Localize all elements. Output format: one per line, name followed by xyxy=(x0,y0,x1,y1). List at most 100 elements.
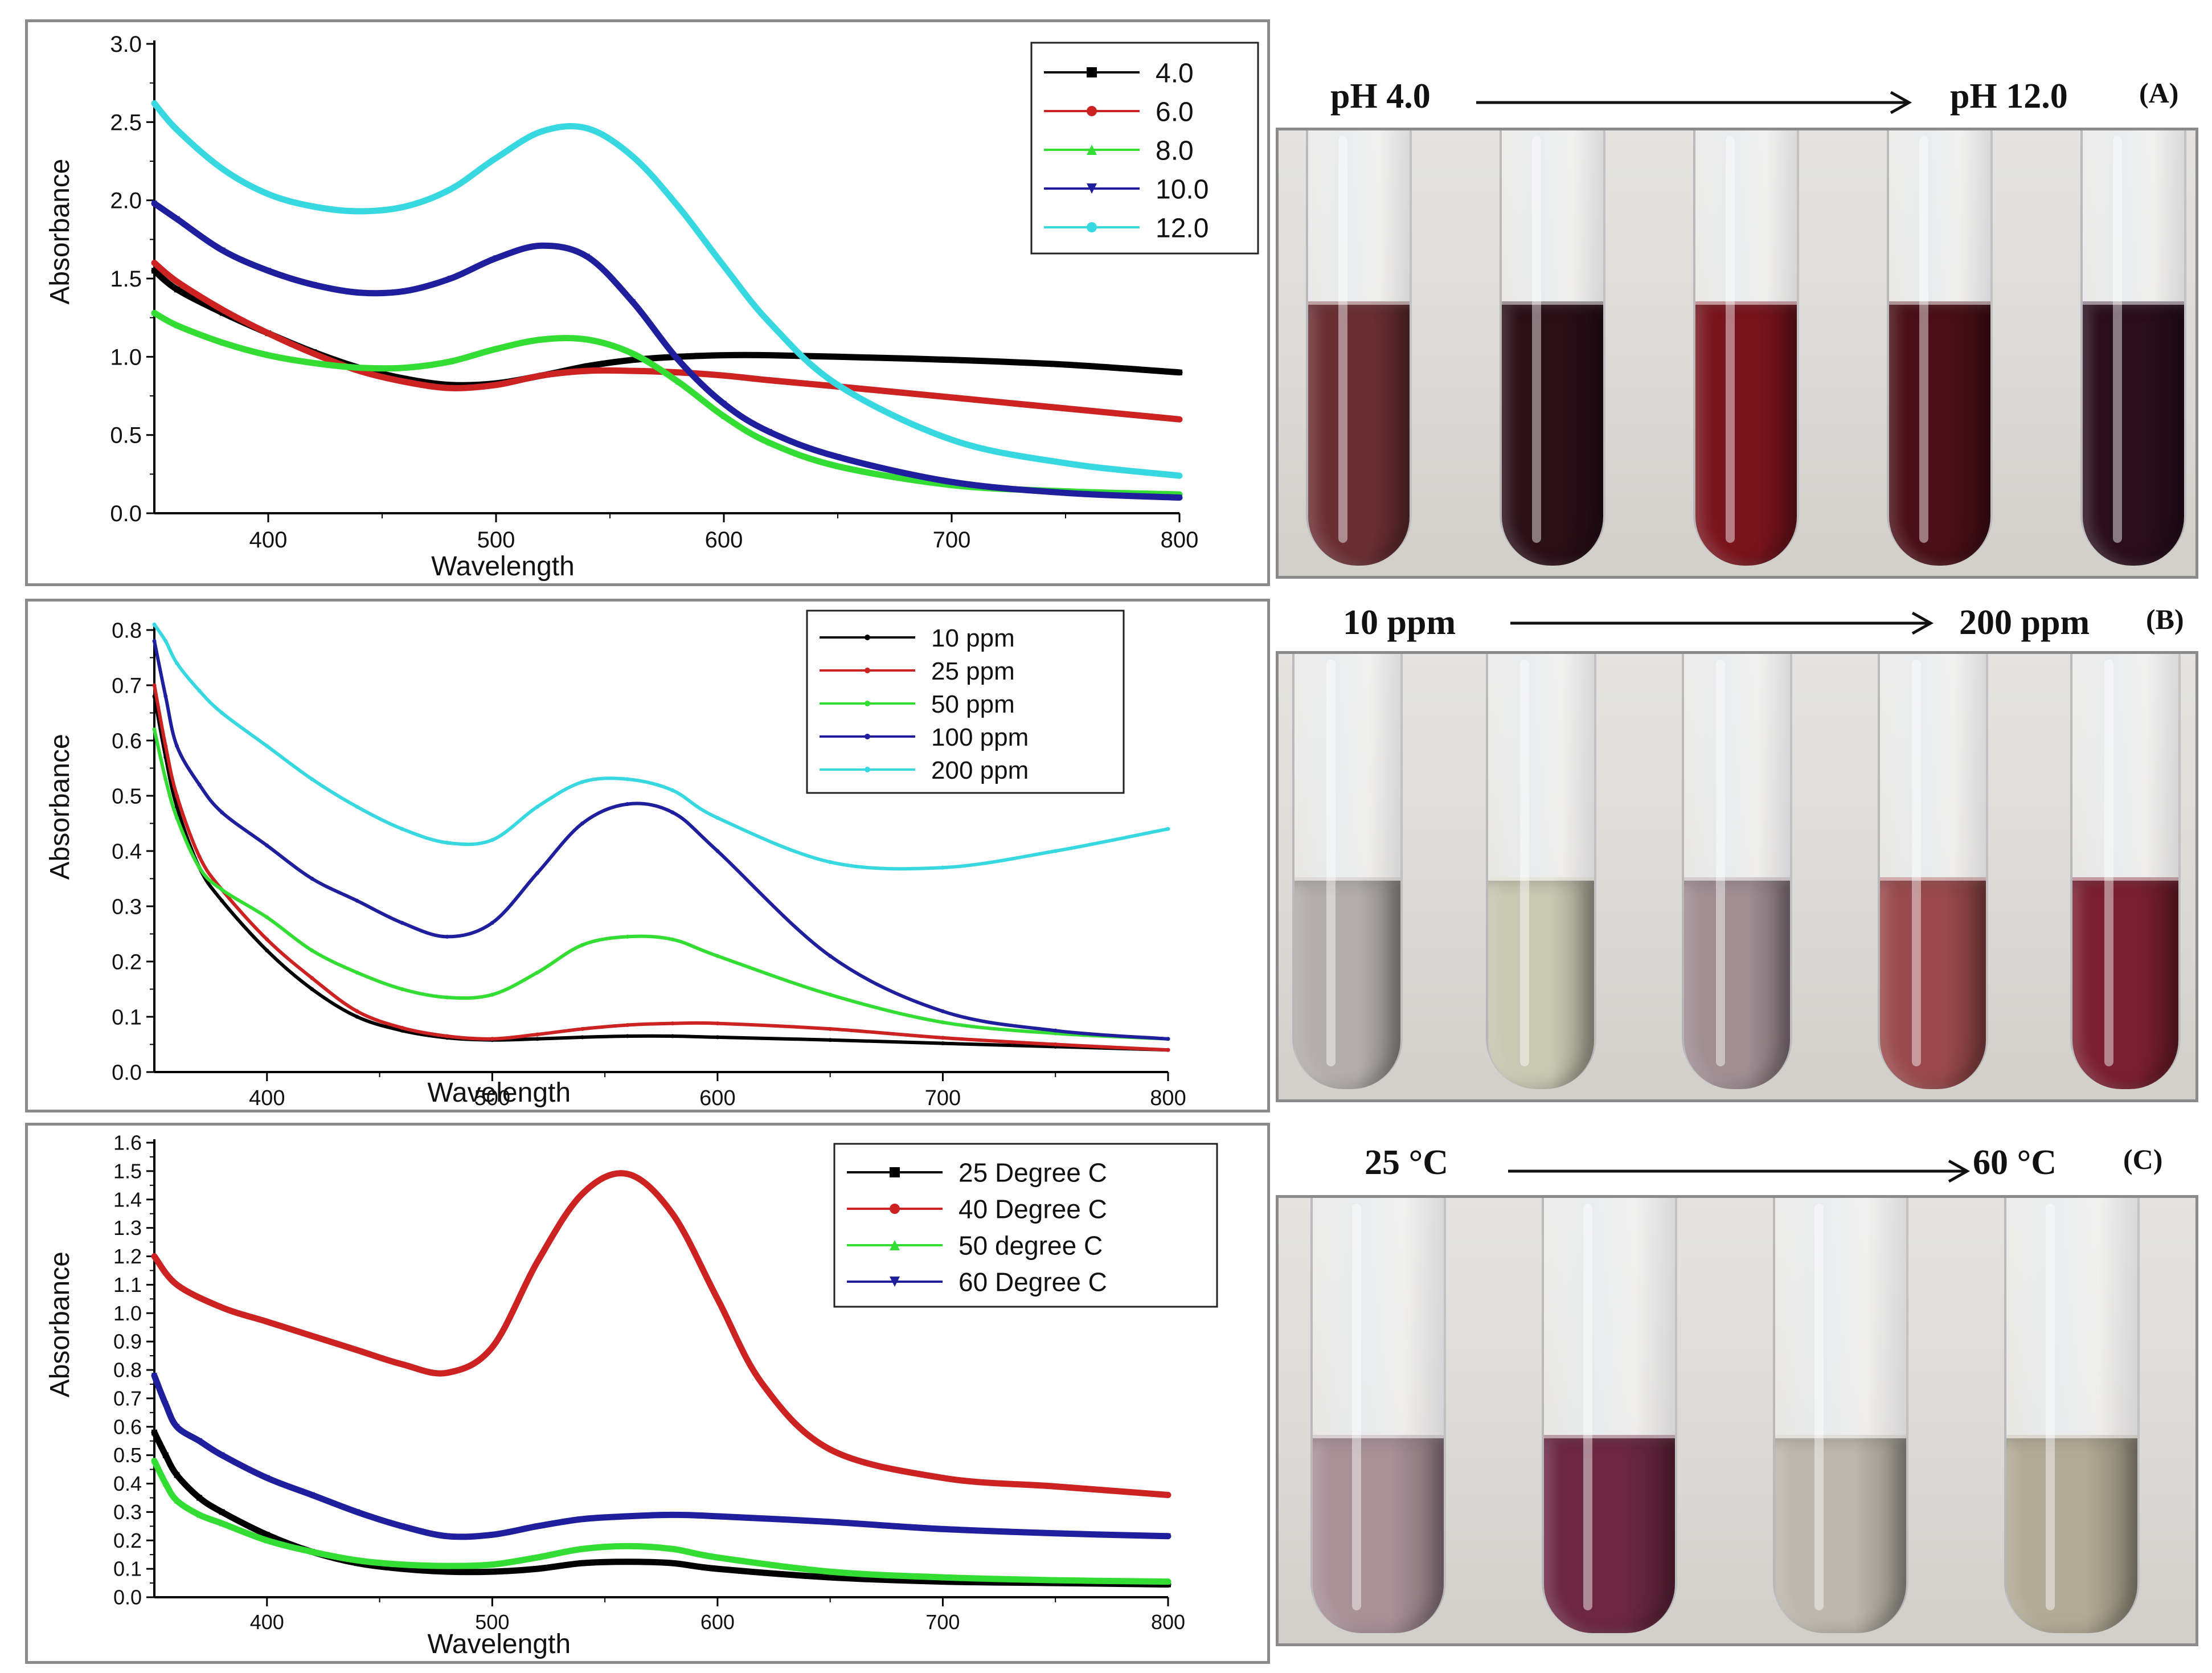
data-point xyxy=(197,865,202,870)
y-tick-label: 0.5 xyxy=(112,784,142,808)
caption-row-c: 25 °C 60 °C (C) xyxy=(1276,1129,2198,1197)
legend-label: 60 Degree C xyxy=(958,1267,1107,1297)
data-point xyxy=(489,1532,495,1538)
y-tick-label: 0.3 xyxy=(113,1500,142,1524)
legend-marker xyxy=(865,635,870,640)
data-point xyxy=(535,871,539,876)
series-line xyxy=(151,1429,1171,1588)
x-tick-label: 700 xyxy=(925,1086,961,1110)
data-point xyxy=(580,1035,585,1040)
test-tube xyxy=(1878,654,1988,1089)
data-point xyxy=(265,843,269,848)
caption-end-label: 200 ppm xyxy=(1959,603,2090,642)
y-tick-label: 0.7 xyxy=(113,1386,142,1410)
legend-marker xyxy=(890,1277,900,1287)
data-point xyxy=(828,860,833,864)
data-point xyxy=(715,1021,720,1026)
data-point xyxy=(715,954,720,958)
data-point xyxy=(264,1475,270,1481)
data-point xyxy=(534,1566,540,1572)
legend-label: 10 ppm xyxy=(931,624,1015,652)
data-point xyxy=(489,1344,495,1351)
data-point xyxy=(220,810,224,815)
x-tick-label: 500 xyxy=(477,527,515,553)
data-point xyxy=(534,1523,540,1529)
arrow-right-icon xyxy=(1476,91,1912,114)
data-point xyxy=(715,816,720,820)
data-point xyxy=(311,281,317,288)
test-tube xyxy=(1542,1198,1677,1633)
data-point xyxy=(197,854,202,859)
chart-a-panel: 0.0 0.5 1.0 1.5 2.0 2.5 3.0 400 500 600 700 800 Wave… xyxy=(25,19,1270,586)
data-point xyxy=(357,208,362,214)
series-line xyxy=(151,260,1183,423)
tube-highlight xyxy=(1715,660,1725,1066)
data-point xyxy=(535,970,539,975)
tube-highlight xyxy=(1352,1204,1361,1610)
axes: 0.0 0.5 1.0 1.5 2.0 2.5 3.0 400 500 600 700 800 xyxy=(110,32,1198,553)
test-tube xyxy=(1773,1198,1908,1633)
tube-highlight xyxy=(1911,660,1921,1066)
data-point xyxy=(714,1296,720,1302)
x-axis-label: Wavelength xyxy=(431,551,575,582)
data-point xyxy=(580,943,585,947)
data-point xyxy=(1165,1533,1171,1539)
caption-row-b: 10 ppm 200 ppm (B) xyxy=(1276,589,2198,657)
data-point xyxy=(828,1038,833,1042)
data-point xyxy=(535,1032,539,1037)
tube-liquid xyxy=(1488,877,1594,1089)
chart-c-panel: 0.0 0.1 0.2 0.3 0.4 0.5 0.6 0.7 0.8 0.9 1.0 1.1 1.2 1… xyxy=(25,1123,1270,1664)
data-point xyxy=(539,128,544,134)
data-point xyxy=(940,865,945,870)
data-point xyxy=(309,1549,315,1555)
chart-a-svg: 0.0 0.5 1.0 1.5 2.0 2.5 3.0 400 500 600 700 800 Wave… xyxy=(45,32,1259,582)
test-tube xyxy=(1310,1198,1446,1633)
y-tick-label: 0.6 xyxy=(112,729,142,753)
data-point xyxy=(400,1025,404,1030)
data-point xyxy=(625,802,630,807)
legend-marker xyxy=(1087,145,1097,155)
y-tick-label: 0.2 xyxy=(113,1529,142,1552)
data-point xyxy=(357,365,362,371)
data-point xyxy=(448,186,453,193)
data-point xyxy=(940,1526,946,1532)
data-point xyxy=(675,203,681,210)
data-point xyxy=(152,683,157,688)
data-point xyxy=(670,1021,675,1026)
legend-label: 40 Degree C xyxy=(958,1195,1107,1224)
caption-row-a: pH 4.0 pH 12.0 (A) xyxy=(1276,63,2198,131)
data-point xyxy=(1177,494,1182,501)
data-point xyxy=(175,744,179,748)
data-point xyxy=(535,804,539,809)
data-point xyxy=(534,1259,540,1265)
data-point xyxy=(584,368,590,374)
series-group xyxy=(151,100,1183,501)
data-point xyxy=(355,970,359,975)
data-point xyxy=(197,689,202,693)
y-axis-label: Absorbance xyxy=(45,734,75,880)
data-point xyxy=(163,777,168,782)
tube-liquid xyxy=(2006,1434,2137,1633)
data-point xyxy=(584,363,590,369)
data-point xyxy=(490,1037,494,1041)
data-point xyxy=(630,350,636,357)
tube-liquid xyxy=(1775,1434,1906,1633)
test-tube xyxy=(1306,130,1412,566)
data-point xyxy=(151,1458,157,1464)
data-point xyxy=(162,1452,169,1458)
data-point xyxy=(1063,362,1068,368)
tube-highlight xyxy=(1583,1204,1592,1610)
data-point xyxy=(151,201,157,207)
tube-highlight xyxy=(1519,660,1529,1066)
data-point xyxy=(580,780,585,784)
data-point xyxy=(827,1519,833,1525)
x-tick-label: 400 xyxy=(249,1086,285,1110)
data-point xyxy=(625,934,630,939)
chart-c-svg: 0.0 0.1 0.2 0.3 0.4 0.5 0.6 0.7 0.8 0.9 1.0 1.1 1.2 1… xyxy=(45,1131,1218,1659)
data-point xyxy=(669,1546,675,1552)
data-point xyxy=(220,711,224,715)
data-point xyxy=(675,357,681,363)
x-axis-label: Wavelength xyxy=(427,1629,571,1659)
y-tick-label: 3.0 xyxy=(110,32,142,57)
data-point xyxy=(579,1560,585,1566)
